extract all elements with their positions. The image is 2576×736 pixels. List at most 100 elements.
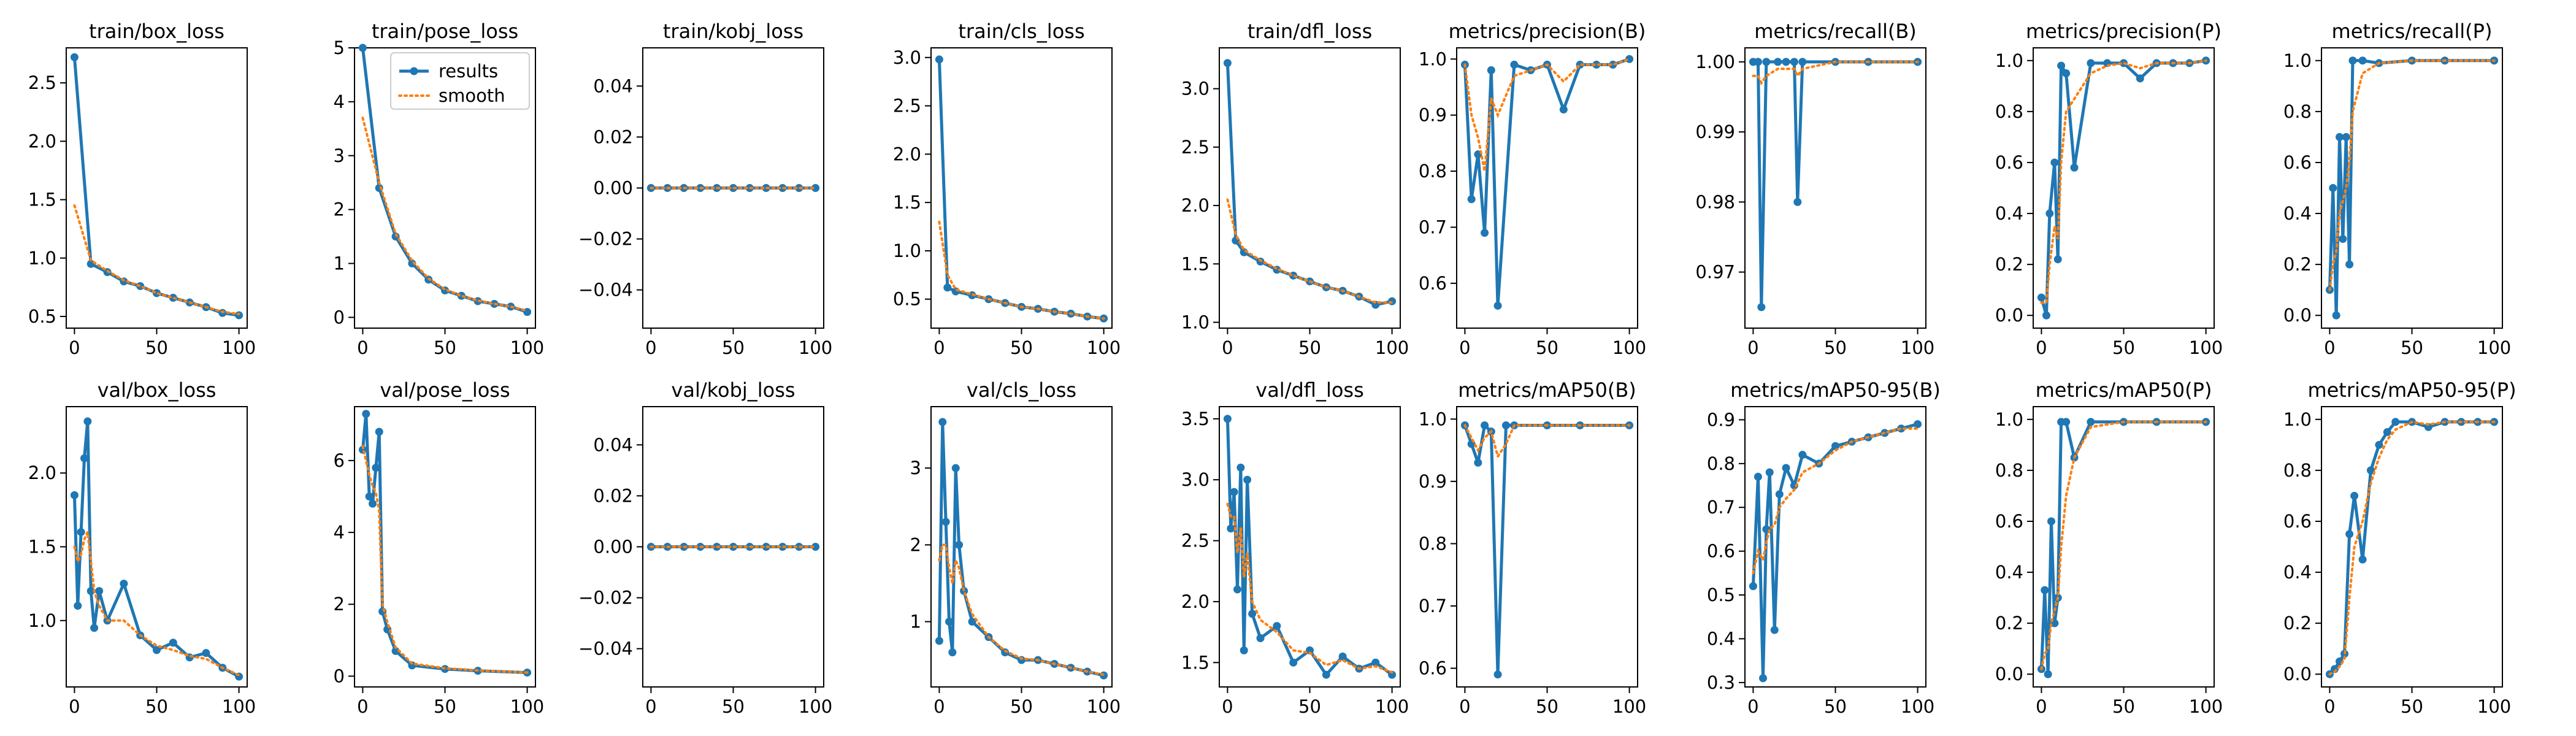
y-tick-label: 4	[334, 91, 345, 112]
results-point	[1322, 670, 1330, 679]
y-tick-label: 0.3	[1707, 672, 1735, 693]
x-tick-label: 50	[1536, 696, 1558, 717]
subplot-val-dfl-loss: val/dfl_loss 0 50 100 1.5 2.0 2.5 3.0 3.5	[1181, 378, 1409, 717]
y-tick-label: 0.99	[1695, 121, 1735, 142]
y-tick-label: 1.0	[28, 610, 56, 631]
y-tick-label: 0.4	[2283, 562, 2312, 583]
results-point	[2062, 418, 2071, 426]
x-tick-label: 50	[1824, 337, 1847, 358]
results-point	[1273, 622, 1281, 631]
y-tick-label: 0.8	[1707, 453, 1735, 474]
x-tick-label: 0	[2036, 696, 2047, 717]
x-tick-label: 100	[1901, 337, 1934, 358]
results-point	[2047, 517, 2055, 526]
results-point	[935, 637, 943, 645]
x-tick-label: 50	[1010, 337, 1033, 358]
y-tick-label: 0.2	[2283, 613, 2312, 634]
x-tick-label: 0	[2036, 337, 2047, 358]
x-tick-label: 100	[1612, 337, 1646, 358]
results-point	[1467, 195, 1476, 204]
subplot-metrics-precision-p: metrics/precision(P) 0 50 100 0.0 0.2 0.4 0.6 0.…	[1995, 20, 2223, 358]
subplot-title: metrics/recall(P)	[2332, 20, 2493, 43]
y-tick-label: 1.0	[1419, 408, 1447, 429]
x-tick-label: 0	[933, 337, 945, 358]
smooth-line	[73, 204, 240, 316]
smooth-line	[73, 527, 240, 677]
y-tick-label: 2.5	[1181, 137, 1209, 158]
results-point	[2050, 158, 2059, 167]
results-point	[968, 618, 976, 626]
y-tick-label: 0.0	[2283, 664, 2312, 684]
results-point	[1227, 524, 1235, 533]
results-point	[811, 543, 820, 551]
smooth-line	[2040, 420, 2207, 670]
x-tick-label: 50	[145, 337, 168, 358]
results-point	[2087, 59, 2095, 67]
subplot-title: metrics/recall(B)	[1754, 20, 1917, 43]
y-tick-label: 3.5	[1181, 408, 1209, 429]
results-point	[1775, 490, 1784, 499]
results-point	[1001, 648, 1010, 657]
results-point	[523, 308, 532, 316]
results-point	[1782, 58, 1790, 66]
results-point	[2391, 418, 2400, 426]
x-tick-label: 50	[2401, 337, 2423, 358]
results-point	[2358, 555, 2367, 564]
subplot-train-cls-loss: train/cls_loss 0 50 100 0.5 1.0 1.5 2.0 2.5 3.0	[893, 20, 1121, 358]
y-tick-label: 2.0	[1181, 195, 1209, 216]
results-point	[935, 55, 943, 64]
x-tick-label: 100	[2477, 337, 2511, 358]
results-point	[1798, 451, 1807, 459]
y-tick-label: 0.4	[1707, 628, 1735, 649]
y-tick-label: 6	[334, 450, 345, 471]
y-tick-label: 0.0	[1995, 305, 2023, 326]
results-point	[2070, 163, 2079, 172]
x-tick-label: 0	[2324, 696, 2335, 717]
y-tick-label: 0.6	[1995, 511, 2023, 532]
x-tick-label: 50	[145, 696, 168, 717]
subplot-metrics-map50-95-p: metrics/mAP50-95(P) 0 50 100 0.0 0.2 0.4 0.6 0.8…	[2283, 378, 2517, 717]
results-point	[2345, 530, 2354, 539]
y-tick-label: 2	[910, 534, 921, 555]
results-point	[1481, 229, 1489, 237]
results-point	[70, 53, 79, 61]
subplot-title: metrics/mAP50(P)	[2036, 378, 2212, 402]
y-tick-label: 0.9	[1419, 471, 1447, 492]
x-tick-label: 100	[1612, 696, 1646, 717]
results-point	[1481, 421, 1489, 429]
subplot-title: val/cls_loss	[967, 378, 1076, 402]
x-tick-label: 50	[434, 696, 456, 717]
results-point	[1289, 658, 1298, 667]
axes-frame	[2321, 406, 2503, 688]
x-tick-label: 0	[357, 696, 368, 717]
y-tick-label: 0.8	[2283, 460, 2312, 481]
x-tick-label: 0	[69, 337, 80, 358]
y-tick-label: 0.2	[1995, 254, 2023, 275]
axes-frame	[2033, 47, 2215, 329]
results-point	[941, 518, 950, 526]
x-tick-label: 100	[1375, 696, 1409, 717]
results-point	[1798, 58, 1807, 66]
subplot-title: metrics/mAP50-95(B)	[1730, 378, 1941, 402]
y-tick-label: 0.5	[893, 289, 921, 310]
x-tick-label: 0	[1459, 337, 1470, 358]
results-point	[945, 618, 953, 626]
x-tick-label: 100	[510, 696, 544, 717]
y-tick-label: 5	[334, 37, 345, 58]
y-tick-label: 1	[334, 253, 345, 274]
axes-frame	[2033, 406, 2215, 688]
x-tick-label: 100	[222, 696, 256, 717]
subplot-title: val/box_loss	[98, 378, 217, 402]
y-tick-label: 1.0	[1181, 312, 1209, 332]
subplot-title: train/box_loss	[89, 20, 224, 43]
results-point	[95, 587, 104, 596]
results-point	[391, 646, 400, 655]
y-tick-label: 0.7	[1419, 596, 1447, 616]
y-tick-label: 1.5	[893, 192, 921, 213]
subplot-val-box-loss: val/box_loss 0 50 100 1.0 1.5 2.0	[28, 378, 256, 717]
results-point	[1243, 475, 1252, 484]
results-point	[369, 499, 377, 508]
x-tick-label: 100	[2477, 696, 2511, 717]
subplot-val-cls-loss: val/cls_loss 0 50 100 1 2 3	[910, 378, 1121, 717]
